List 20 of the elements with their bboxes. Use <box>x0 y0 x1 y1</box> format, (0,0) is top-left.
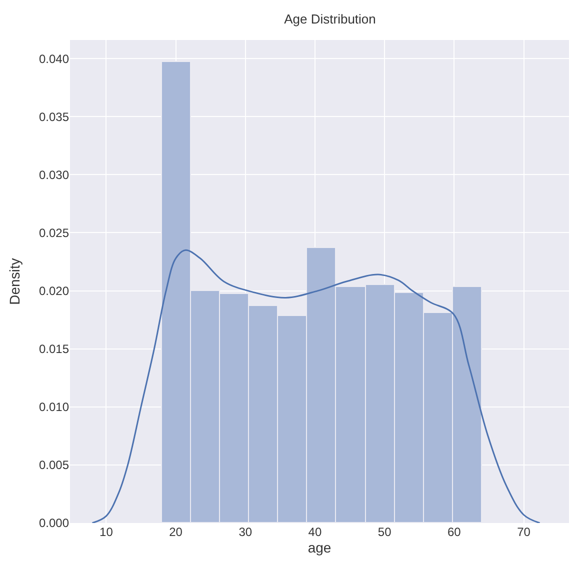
y-tick-label: 0.025 <box>38 226 70 240</box>
y-tick-label: 0.020 <box>38 284 70 298</box>
x-tick-label: 30 <box>238 525 252 539</box>
y-tick-label: 0.010 <box>38 400 70 414</box>
x-tick-label: 50 <box>378 525 392 539</box>
x-tick-label: 60 <box>447 525 462 539</box>
y-tick-label: 0.005 <box>38 458 70 472</box>
x-tick-label: 10 <box>100 525 114 539</box>
line-series <box>92 249 541 523</box>
y-tick-label: 0.035 <box>38 110 70 124</box>
y-tick-label: 0.015 <box>38 342 70 356</box>
x-axis-title: age <box>308 539 332 556</box>
y-tick-label: 0.040 <box>38 52 70 66</box>
x-tick-label: 70 <box>517 525 531 539</box>
y-axis-title: Density <box>6 258 23 305</box>
chart-title: Age Distribution <box>284 12 376 27</box>
x-tick-label: 40 <box>308 525 322 539</box>
y-tick-label: 0.030 <box>38 168 70 182</box>
x-tick-label: 20 <box>169 525 183 539</box>
y-tick-label: 0.000 <box>38 516 70 530</box>
